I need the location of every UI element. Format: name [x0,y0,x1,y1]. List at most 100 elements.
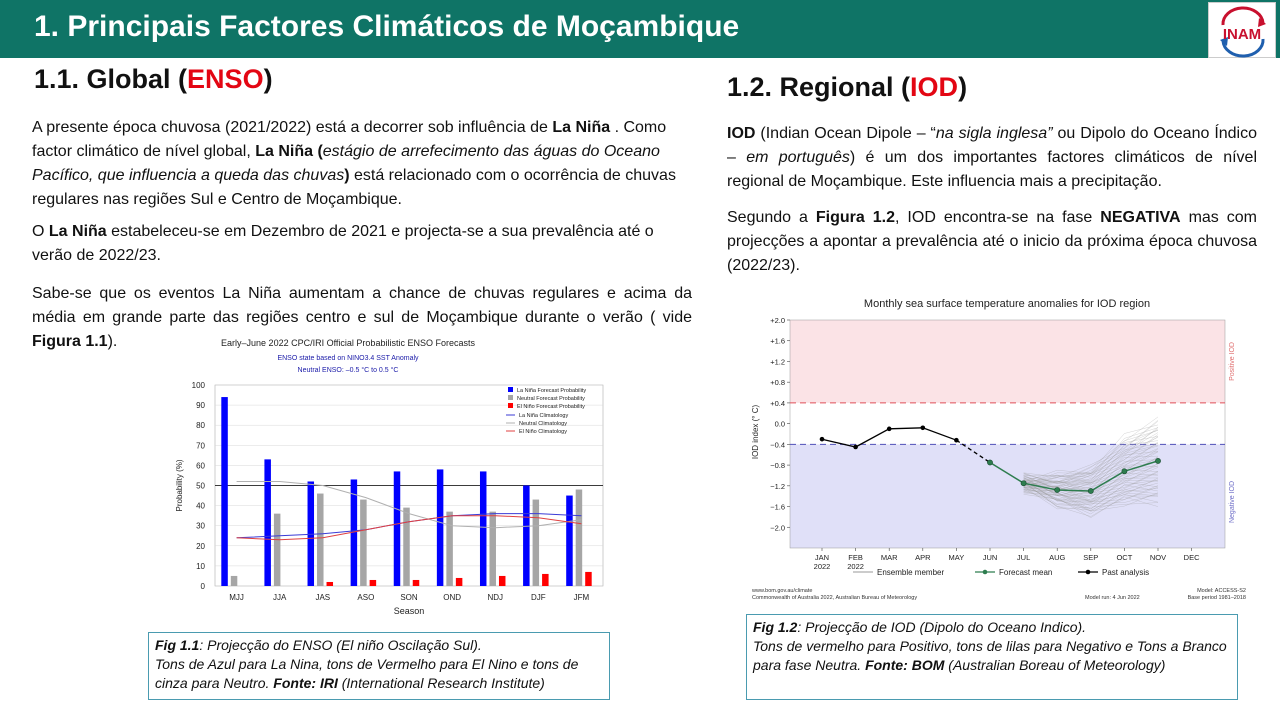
climatology-line-neutral [236,481,582,529]
bar-la-nina [350,479,358,586]
ensemble-member-line [1023,486,1159,510]
bar-neutral [446,511,453,586]
title-bar: 1. Principais Factores Climáticos de Moç… [0,0,1280,58]
x-tick-label: SEP [1083,553,1098,562]
y-tick-label: 100 [192,381,206,390]
y-tick-label: 0 [201,582,206,591]
logo-arrows-icon [1220,6,1266,58]
italic-run: na sigla inglesa” [935,125,1053,142]
bar-la-nina [264,459,271,586]
bar-el-nino [455,577,463,586]
bold-run: La Niña ( [255,143,323,160]
ensemble-member-line [1023,482,1159,507]
forecast-mean-point [1054,487,1061,493]
x-tick-label: JUN [983,553,998,562]
y-tick-label: 50 [196,482,205,491]
ensemble-member-line [1023,481,1159,511]
forecast-mean-point [1121,468,1128,475]
ensemble-member-line [1023,429,1159,481]
y-tick-label: −1.2 [770,482,785,491]
heading-prefix: 1.2. Regional ( [727,72,911,102]
caption-text: Tons de Azul para La Nina, tons de Verme… [155,656,579,691]
ensemble-member-line [1023,436,1159,487]
bar-la-nina [566,495,573,586]
legend-label: Neutral Climatology [519,421,567,427]
x-tick-label: OND [443,593,461,602]
footer-text: Model: ACCESS-S2 [1197,588,1246,594]
x-tick-label: ASO [357,593,374,602]
past-analysis-point [886,426,892,432]
y-tick-label: 90 [196,401,205,410]
y-tick-label: −0.4 [770,440,785,449]
section-heading-global: 1.1. Global (ENSO) [34,64,273,95]
y-tick-label: +0.8 [770,378,785,387]
caption-text: : Projecção do ENSO (El niño Oscilação S… [199,637,482,653]
bar-el-nino [498,575,506,586]
negative-iod-label: Negative IOD [1229,481,1236,523]
y-tick-label: +0.4 [770,399,785,408]
paragraph-la-nina-onset: O La Niña estabeleceu-se em Dezembro de … [32,220,692,268]
chart-subtitle: ENSO state based on NINO3.4 SST Anomaly [277,355,419,362]
x-tick-label: DJF [531,593,546,602]
x-tick-label: OCT [1116,553,1132,562]
text-run: Segundo a [727,209,816,226]
bar-el-nino [369,579,377,586]
bar-neutral [273,513,281,586]
italic-run: em português [746,149,850,166]
forecast-mean-line [989,460,1159,492]
ensemble-member-line [1023,489,1159,505]
text-run: , IOD encontra-se na fase [895,209,1101,226]
chart-title: Early–June 2022 CPC/IRI Official Probabi… [221,338,475,348]
x-tick-label: JFM [574,593,590,602]
text-run: ). [107,333,118,350]
ensemble-member-line [1023,416,1159,483]
y-tick-label: 60 [196,461,205,470]
bold-run: NEGATIVA [1100,209,1181,226]
x-tick-label: NOV [1150,553,1166,562]
y-tick-label: −1.6 [770,503,785,512]
bar-el-nino [585,571,592,586]
x-tick-label: DEC [1184,553,1200,562]
text-run: . Como factor climático de nível global, [32,119,667,160]
y-tick-label: 0.0 [775,420,785,429]
ensemble-member-line [1023,421,1159,485]
legend-label: La Niña Forecast Probability [517,388,586,394]
past-analysis-point [853,444,858,450]
positive-iod-label: Positive IOD [1229,342,1236,381]
ensemble-member-line [1023,444,1159,490]
bar-la-nina [523,485,530,586]
caption-text: : Projecção de IOD (Dipolo do Oceano Ind… [797,619,1087,635]
legend-swatch [508,395,513,400]
x-tick-label: SON [400,593,418,602]
climatology-line-el-nino [236,515,582,541]
legend-label: Forecast mean [999,568,1052,577]
legend-swatch [508,387,513,392]
caption-label: Fig 1.2 [753,619,798,635]
text-run: ou Dipolo do Oceano Índico – [727,125,1258,166]
ensemble-member-line [1023,430,1159,484]
x-tick-label: APR [915,553,931,562]
forecast-mean-point [1020,480,1027,487]
bar-neutral [489,511,496,586]
bar-neutral [230,575,238,586]
x-tick-label: JJA [273,593,287,602]
text-run: Sabe-se que os eventos La Niña aumentam … [32,285,692,326]
ensemble-member-line [1023,428,1159,483]
legend-label: El Niño Forecast Probability [517,404,585,410]
logo-text: INAM [1222,26,1262,43]
y-tick-label: −2.0 [770,523,785,532]
footer-text: Base period 1981–2018 [1188,595,1246,601]
positive-band [790,320,1225,403]
ensemble-member-line [1023,451,1159,490]
legend-past-marker [1085,569,1091,575]
legend-label: Past analysis [1102,568,1149,577]
bar-la-nina [307,481,315,586]
text-run: O [32,223,49,240]
bar-neutral [575,489,583,586]
x-tick-label: AUG [1049,553,1065,562]
bar-la-nina [221,397,228,586]
legend-swatch [508,403,513,408]
legend-label: Neutral Forecast Probability [517,396,585,402]
ensemble-member-line [1023,465,1159,496]
forecast-mean-point [1155,458,1161,464]
